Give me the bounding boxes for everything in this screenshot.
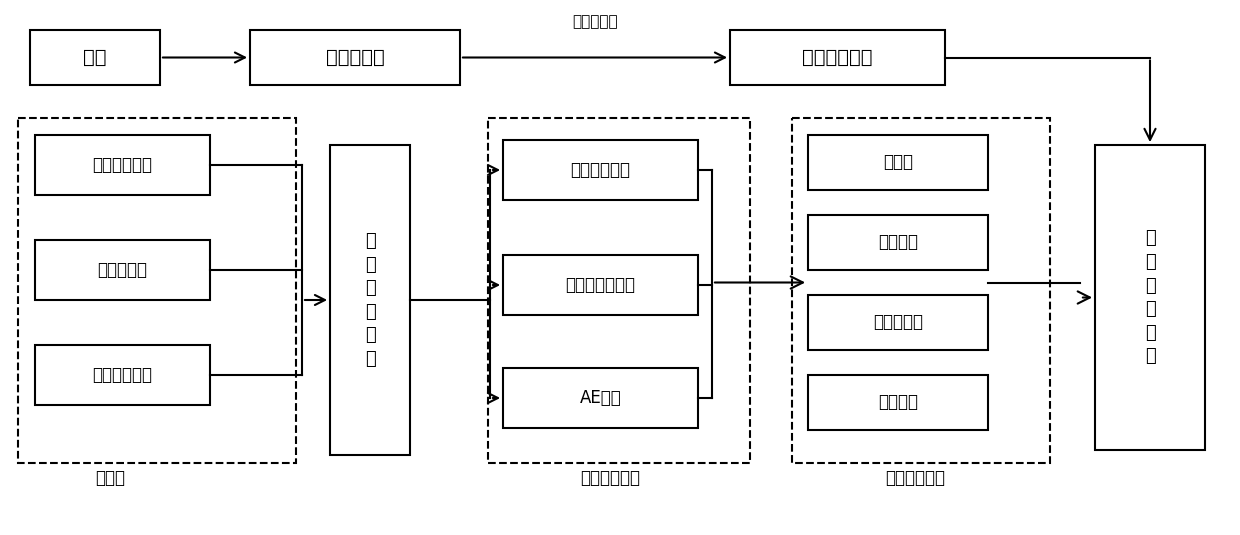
Text: AE信号: AE信号 — [579, 389, 621, 407]
Text: 三向测力仪: 三向测力仪 — [98, 261, 148, 279]
Text: 刀具磨损值: 刀具磨损值 — [572, 14, 618, 29]
Text: 三向振动信号: 三向振动信号 — [570, 161, 630, 179]
Bar — [489, 118, 750, 463]
Bar — [503, 255, 698, 315]
Text: 状
态
识
别
模
块: 状 态 识 别 模 块 — [1145, 230, 1156, 365]
Text: 三向切削力信号: 三向切削力信号 — [565, 276, 635, 294]
Text: 特征提取: 特征提取 — [878, 233, 918, 251]
Text: 数
据
采
集
模
块: 数 据 采 集 模 块 — [365, 232, 376, 368]
Bar — [808, 375, 988, 430]
Text: 刀具: 刀具 — [83, 48, 107, 67]
Text: 数据处理模块: 数据处理模块 — [885, 469, 945, 487]
Bar — [730, 30, 945, 85]
Bar — [792, 118, 1050, 463]
Bar — [1095, 145, 1205, 450]
Bar — [250, 30, 460, 85]
Text: 传感器: 传感器 — [95, 469, 125, 487]
Bar — [35, 345, 210, 405]
Bar — [808, 135, 988, 190]
Text: 加速度传感器: 加速度传感器 — [93, 156, 153, 174]
Text: 原始传感信号: 原始传感信号 — [580, 469, 640, 487]
Text: 特征降维: 特征降维 — [878, 394, 918, 411]
Text: 数据归一化: 数据归一化 — [873, 314, 923, 332]
Bar — [808, 295, 988, 350]
Bar — [35, 240, 210, 300]
Bar — [503, 140, 698, 200]
Bar — [503, 368, 698, 428]
Text: 预处理: 预处理 — [883, 154, 913, 172]
Text: 电子显微镜: 电子显微镜 — [326, 48, 384, 67]
Text: 声发射传感器: 声发射传感器 — [93, 366, 153, 384]
Bar — [808, 215, 988, 270]
Text: 磨损阶段划分: 磨损阶段划分 — [802, 48, 873, 67]
Bar — [30, 30, 160, 85]
Bar — [19, 118, 296, 463]
Bar — [330, 145, 410, 455]
Bar — [35, 135, 210, 195]
